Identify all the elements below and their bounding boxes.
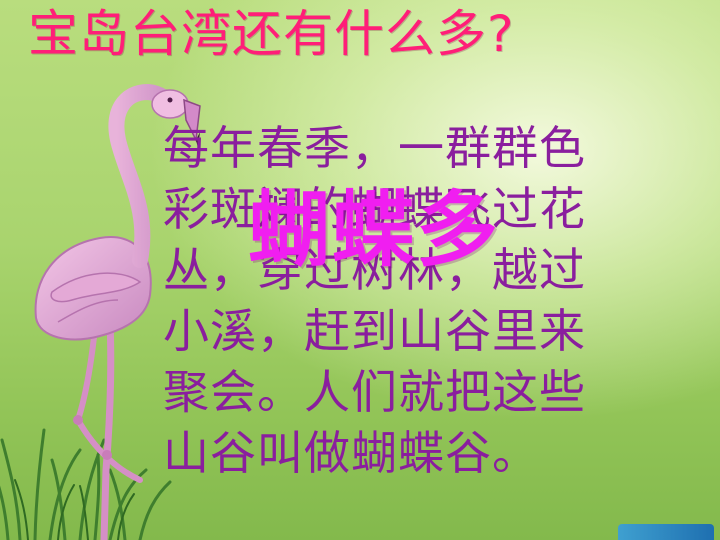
body-line: 每年春季，一群群色 [163,121,586,175]
body-line: 聚会。人们就把这些 [163,365,586,419]
page-title: 宝岛台湾还有什么多? [28,5,515,63]
overlay-highlight-word: 蝴蝶多 [248,183,501,278]
body-line: 彩斑斓的蝴蝶飞过花 [163,182,586,236]
body-line: 小溪，赶到山谷里来 [163,304,586,358]
body-line: 丛，穿过树林，越过 [163,243,586,297]
body-paragraph: 每年春季，一群群色 彩斑斓的蝴蝶飞过花 丛，穿过树林，越过 小溪，赶到山谷里来 … [163,118,708,484]
watermark-logo [618,524,714,540]
body-line: 山谷叫做蝴蝶谷。 [163,426,539,480]
grass-icon [0,428,172,540]
